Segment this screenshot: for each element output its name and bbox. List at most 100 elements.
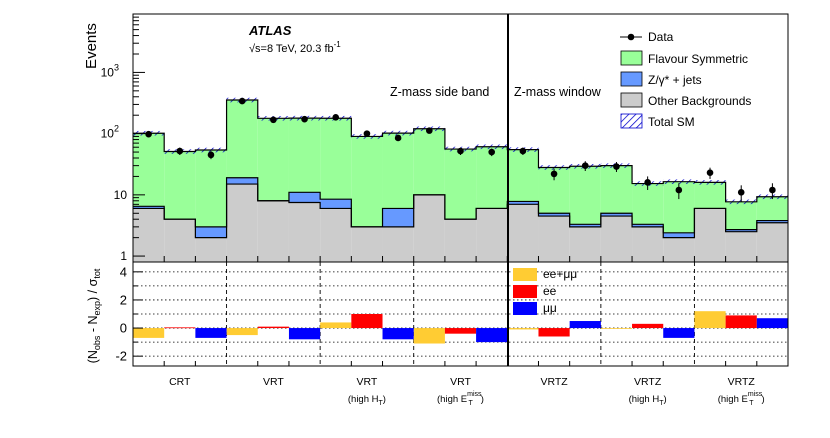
legend-fs-label: Flavour Symmetric	[648, 52, 748, 66]
data-point	[706, 169, 714, 177]
data-point	[363, 130, 371, 137]
bar-other-backgrounds	[320, 208, 352, 262]
category-sublabel-sub: T	[379, 400, 384, 407]
bar-zgamma-jets	[195, 226, 227, 238]
legend-other-label: Other Backgrounds	[648, 94, 751, 108]
data-point	[550, 170, 558, 178]
bar-zgamma-jets	[569, 224, 601, 227]
category-sublabel-end: )	[762, 394, 765, 405]
bar-zgamma-jets	[288, 192, 321, 203]
category-label: VRT	[450, 376, 471, 388]
significance-bar	[164, 327, 196, 329]
category-sublabel: (high HT)	[348, 394, 386, 407]
stacked-histogram	[133, 100, 788, 262]
data-point	[270, 116, 277, 124]
outline-zjets	[133, 177, 788, 234]
significance-bar	[632, 323, 664, 329]
bar-flavour-symmetric	[444, 149, 477, 220]
significance-bar	[288, 328, 321, 340]
bar-other-backgrounds	[382, 226, 414, 262]
data-point	[145, 130, 152, 138]
bar-zgamma-jets	[507, 201, 539, 205]
bar-other-backgrounds	[694, 208, 726, 262]
data-point	[737, 189, 745, 196]
significance-bar	[725, 315, 757, 329]
bar-zgamma-jets	[725, 229, 757, 232]
significance-bars	[133, 311, 788, 344]
significance-bar	[569, 321, 601, 329]
category-label: VRTZ	[634, 376, 662, 388]
bar-flavour-symmetric	[133, 133, 165, 207]
data-point	[238, 97, 246, 105]
bar-other-backgrounds	[444, 219, 477, 262]
bar-zgamma-jets	[632, 224, 664, 227]
bar-flavour-symmetric	[694, 182, 726, 209]
category-label: VRT	[263, 376, 284, 388]
significance-bar	[351, 314, 383, 329]
bar-other-backgrounds	[351, 226, 383, 262]
legend-zjets-swatch	[620, 71, 643, 87]
bar-zgamma-jets	[226, 177, 258, 185]
data-point	[581, 162, 589, 169]
category-sublabel-end: )	[664, 394, 667, 405]
lumi-exponent: -1	[334, 40, 342, 49]
legend-mumu-swatch	[513, 302, 537, 315]
significance-bar	[476, 328, 508, 343]
legend-eemumu-label: ee+μμ	[543, 267, 577, 281]
y-tick-label: 102	[101, 124, 119, 141]
lower-y-tick-label: 4	[120, 264, 127, 279]
significance-bar	[694, 311, 726, 329]
bar-flavour-symmetric	[756, 196, 788, 221]
legend-zjets-label: Z/γ* + jets	[648, 73, 702, 87]
bar-other-backgrounds	[164, 219, 196, 262]
significance-bar	[226, 328, 258, 336]
significance-bar	[382, 328, 414, 340]
bar-flavour-symmetric	[257, 118, 289, 201]
category-label: VRTZ	[540, 376, 568, 388]
data-point	[176, 147, 184, 155]
significance-bar	[195, 328, 227, 338]
bar-flavour-symmetric	[413, 128, 445, 195]
bar-zgamma-jets	[382, 208, 414, 227]
lower-y-ticks: -2 0 2 4	[115, 264, 758, 366]
data-point	[769, 186, 776, 194]
bar-flavour-symmetric	[476, 146, 508, 209]
category-sublabel-text: (high E	[437, 394, 467, 405]
bar-other-backgrounds	[756, 222, 788, 262]
data-point	[613, 163, 620, 170]
significance-bar	[133, 328, 165, 338]
bar-other-backgrounds	[725, 231, 757, 262]
significance-bar	[663, 328, 695, 338]
y-tick-exponent: 3	[114, 62, 119, 72]
category-sublabel-text: (high H	[348, 394, 379, 405]
bar-other-backgrounds	[195, 237, 227, 262]
bar-other-backgrounds	[257, 200, 289, 262]
data-point	[301, 115, 308, 123]
data-point	[207, 151, 215, 159]
data-point	[644, 179, 651, 186]
lower-gridlines	[133, 262, 788, 366]
upper-legend: Data Flavour Symmetric Z/γ* + jets Other…	[620, 30, 751, 129]
legend-totalsm-swatch	[620, 113, 643, 129]
lower-legend: ee+μμ ee μμ	[513, 267, 577, 315]
legend-fs-swatch	[620, 50, 643, 66]
region-label-sideband: Z-mass side band	[390, 85, 489, 99]
y-tick-label: 10	[114, 188, 128, 202]
bar-flavour-symmetric	[226, 100, 258, 178]
bar-other-backgrounds	[507, 204, 539, 262]
category-sublabel: (high HT)	[629, 394, 667, 407]
category-sublabel-sup: miss	[748, 391, 763, 398]
category-sublabel-sub: T	[469, 400, 474, 407]
data-point	[488, 148, 495, 156]
bar-flavour-symmetric	[288, 118, 321, 193]
category-label: CRT	[169, 376, 191, 388]
lower-y-tick-label: 0	[120, 321, 127, 336]
bar-other-backgrounds	[413, 194, 445, 262]
legend-data-label: Data	[648, 30, 674, 44]
significance-bar	[507, 328, 539, 330]
y-tick-label: 1	[120, 249, 127, 263]
y-tick-label: 103	[101, 62, 119, 79]
category-sublabel-text: (high E	[718, 394, 748, 405]
bar-flavour-symmetric	[382, 133, 414, 209]
